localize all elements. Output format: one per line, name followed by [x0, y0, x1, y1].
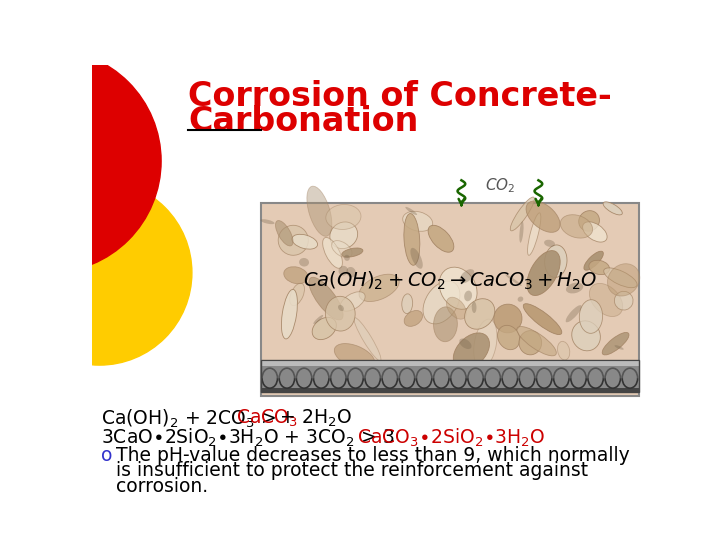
Ellipse shape	[608, 264, 640, 296]
Ellipse shape	[544, 240, 555, 247]
Ellipse shape	[323, 238, 343, 268]
Ellipse shape	[584, 251, 603, 270]
Ellipse shape	[428, 225, 454, 252]
Ellipse shape	[446, 297, 467, 319]
Ellipse shape	[566, 305, 582, 322]
Ellipse shape	[410, 248, 423, 269]
Ellipse shape	[557, 341, 570, 360]
Ellipse shape	[464, 291, 472, 301]
Ellipse shape	[526, 201, 560, 232]
Circle shape	[7, 180, 192, 365]
Ellipse shape	[580, 300, 603, 333]
Ellipse shape	[459, 269, 474, 283]
Ellipse shape	[603, 202, 622, 215]
Text: + 2H$_2$O: + 2H$_2$O	[274, 408, 353, 429]
Ellipse shape	[527, 251, 560, 295]
Ellipse shape	[313, 315, 323, 324]
Ellipse shape	[261, 219, 274, 224]
Ellipse shape	[590, 284, 623, 316]
Text: is insufficient to protect the reinforcement against: is insufficient to protect the reinforce…	[117, 461, 588, 481]
Ellipse shape	[405, 207, 417, 215]
Text: Corrosion of Concrete-: Corrosion of Concrete-	[188, 80, 612, 113]
Ellipse shape	[582, 222, 607, 242]
Ellipse shape	[284, 267, 308, 284]
Ellipse shape	[344, 255, 350, 261]
Ellipse shape	[572, 321, 600, 351]
Ellipse shape	[307, 186, 332, 237]
Text: o: o	[101, 446, 112, 465]
Ellipse shape	[505, 274, 522, 286]
Bar	[261, 360, 639, 392]
Ellipse shape	[439, 267, 477, 309]
Text: Carbonation: Carbonation	[188, 105, 418, 138]
Ellipse shape	[289, 283, 305, 306]
Ellipse shape	[312, 318, 336, 340]
Text: CaCO$_3$$\bullet$2SiO$_2$$\bullet$3H$_2$O: CaCO$_3$$\bullet$2SiO$_2$$\bullet$3H$_2$…	[357, 427, 546, 449]
Ellipse shape	[602, 333, 629, 355]
Ellipse shape	[544, 245, 567, 278]
Ellipse shape	[560, 215, 593, 238]
Ellipse shape	[299, 258, 309, 267]
Text: The pH-value decreases to less than 9, which normally: The pH-value decreases to less than 9, w…	[117, 446, 630, 465]
Text: $Ca(OH)_2 + CO_2 \rightarrow CaCO_3 + H_2O$: $Ca(OH)_2 + CO_2 \rightarrow CaCO_3 + H_…	[302, 269, 597, 292]
Bar	[261, 362, 639, 366]
Text: 3CaO$\bullet$2SiO$_2$$\bullet$3H$_2$O + 3CO$_2$ > 3: 3CaO$\bullet$2SiO$_2$$\bullet$3H$_2$O + …	[101, 427, 395, 449]
Text: $CO_2$: $CO_2$	[485, 177, 515, 195]
Text: Ca(OH)$_2$ + 2CO$_3$ >: Ca(OH)$_2$ + 2CO$_3$ >	[101, 408, 279, 430]
Ellipse shape	[464, 299, 495, 329]
Ellipse shape	[338, 266, 348, 275]
Ellipse shape	[404, 310, 423, 326]
Ellipse shape	[589, 260, 610, 275]
Ellipse shape	[528, 213, 541, 255]
Ellipse shape	[346, 267, 356, 278]
Ellipse shape	[517, 327, 557, 356]
Ellipse shape	[433, 307, 457, 342]
Ellipse shape	[402, 294, 413, 314]
Ellipse shape	[334, 343, 375, 369]
Ellipse shape	[338, 305, 344, 311]
Ellipse shape	[566, 282, 583, 293]
Ellipse shape	[519, 221, 523, 242]
Ellipse shape	[498, 325, 520, 350]
Ellipse shape	[459, 339, 472, 349]
Ellipse shape	[472, 301, 477, 313]
Ellipse shape	[325, 296, 355, 331]
Bar	[261, 360, 639, 362]
Ellipse shape	[510, 197, 534, 231]
Ellipse shape	[359, 274, 400, 301]
Text: corrosion.: corrosion.	[117, 477, 209, 496]
Ellipse shape	[342, 248, 363, 257]
Ellipse shape	[494, 304, 522, 333]
Bar	[261, 204, 639, 396]
Bar	[261, 388, 639, 392]
Ellipse shape	[474, 319, 497, 368]
Ellipse shape	[454, 333, 490, 369]
Ellipse shape	[292, 234, 318, 249]
Ellipse shape	[276, 220, 293, 246]
Ellipse shape	[614, 291, 633, 310]
Ellipse shape	[423, 281, 460, 324]
Ellipse shape	[404, 213, 420, 265]
Ellipse shape	[326, 205, 361, 230]
Ellipse shape	[603, 268, 637, 288]
Ellipse shape	[332, 241, 352, 258]
Text: CaCO$_3$: CaCO$_3$	[235, 408, 297, 429]
Ellipse shape	[615, 345, 624, 350]
Ellipse shape	[340, 292, 365, 311]
Ellipse shape	[519, 330, 541, 355]
Circle shape	[0, 49, 161, 273]
Ellipse shape	[579, 211, 600, 231]
Ellipse shape	[523, 303, 562, 335]
Ellipse shape	[330, 222, 358, 248]
Ellipse shape	[278, 225, 308, 255]
Ellipse shape	[309, 277, 343, 320]
Ellipse shape	[354, 318, 381, 361]
Ellipse shape	[402, 211, 433, 231]
Ellipse shape	[282, 289, 297, 339]
Ellipse shape	[518, 296, 523, 302]
Bar	[261, 365, 639, 388]
